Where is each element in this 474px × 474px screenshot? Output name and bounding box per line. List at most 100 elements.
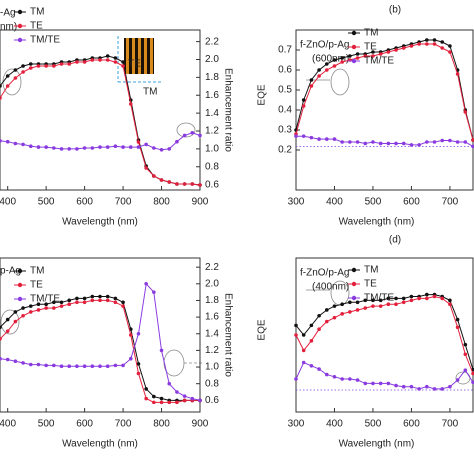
legend-marker (17, 282, 23, 288)
data-point (44, 145, 48, 149)
data-point (355, 140, 360, 144)
legend-marker (17, 37, 23, 43)
data-point (0, 84, 2, 88)
data-point (82, 146, 87, 150)
data-point (417, 296, 421, 301)
data-point (401, 300, 406, 305)
data-point (432, 38, 437, 42)
legend-marker (17, 9, 23, 15)
x-tick-label: 900 (192, 419, 209, 430)
data-point (13, 359, 18, 364)
data-point (301, 348, 306, 353)
data-point (21, 142, 25, 147)
data-point (113, 300, 118, 305)
y-tick-label: 0.6 (278, 65, 292, 76)
sample-note: -Ag (0, 8, 16, 19)
data-point (198, 183, 202, 187)
data-point (105, 298, 110, 303)
x-axis-label: Wavelength (nm) (62, 217, 138, 228)
data-point (28, 304, 33, 308)
legend-label: TM (30, 7, 44, 18)
y-axis-label: EQE (257, 319, 268, 340)
chart-panel: 300 400 500 600 700 Wavelength (nm) EQE (d) f-Zn… (257, 235, 474, 450)
data-point (394, 302, 398, 307)
y2-tick-label: 1.4 (205, 328, 219, 339)
data-point (324, 68, 329, 72)
data-point (324, 62, 329, 66)
data-point (348, 300, 352, 305)
data-point (105, 54, 110, 58)
data-point (152, 174, 156, 178)
data-point (67, 298, 72, 303)
x-tick-label: 500 (365, 419, 382, 430)
legend-label: TE (30, 21, 43, 32)
data-point (294, 377, 298, 381)
y2-tick-label: 1.4 (205, 108, 219, 119)
legend-label: TM/TE (30, 35, 60, 46)
data-point (324, 372, 329, 377)
x-tick-label: 500 (38, 197, 55, 208)
x-tick-label: 800 (153, 419, 170, 430)
data-point (363, 298, 368, 303)
annotation: TM (143, 87, 157, 98)
data-point (121, 64, 125, 68)
data-point (136, 140, 141, 144)
x-tick-label: 500 (365, 197, 382, 208)
data-point (159, 400, 164, 405)
data-point (67, 62, 72, 66)
y2-tick-label: 1.8 (205, 295, 219, 306)
legend-label: TM/TE (364, 56, 394, 67)
data-point (136, 145, 141, 149)
data-point (36, 145, 41, 149)
data-point (105, 145, 110, 149)
data-point (113, 56, 118, 60)
data-point (371, 50, 375, 54)
data-point (432, 387, 437, 391)
data-point (455, 317, 460, 322)
data-point (340, 302, 344, 307)
data-point (432, 42, 437, 46)
legend-label: TM (30, 266, 44, 277)
y-axis-label: EQE (257, 84, 268, 105)
data-point (128, 145, 133, 149)
data-point (417, 42, 421, 46)
data-point (409, 298, 414, 303)
annotation: TE (128, 59, 141, 70)
data-point (190, 130, 195, 135)
legend-label: TE (364, 279, 377, 290)
data-point (355, 378, 360, 382)
sample-note: p-Ag (0, 266, 21, 277)
data-point (440, 138, 445, 143)
data-point (309, 135, 314, 140)
data-point (98, 58, 102, 62)
data-point (394, 296, 398, 301)
legend-marker (351, 295, 357, 301)
data-point (425, 384, 429, 389)
data-point (332, 304, 337, 308)
data-point (363, 381, 368, 386)
y2-tick-label: 0.6 (205, 179, 219, 190)
data-point (0, 356, 2, 361)
data-point (59, 300, 64, 305)
y2-tick-label: 1.0 (205, 144, 219, 155)
data-point (309, 338, 314, 343)
y2-tick-label: 2.0 (205, 54, 219, 65)
y2-tick-label: 2.0 (205, 278, 219, 289)
data-point (167, 147, 172, 151)
sample-note: nm) (0, 22, 17, 33)
y-tick-label: 0.2 (278, 145, 292, 156)
data-point (386, 141, 391, 146)
data-point (355, 308, 360, 312)
data-point (317, 327, 321, 332)
data-point (36, 64, 41, 68)
data-point (21, 64, 25, 68)
y2-tick-label: 1.6 (205, 312, 219, 323)
data-point (440, 296, 445, 301)
data-point (36, 308, 41, 312)
data-point (448, 44, 452, 48)
data-point (0, 337, 2, 341)
data-point (378, 298, 383, 303)
data-point (52, 300, 56, 305)
data-point (159, 178, 164, 182)
data-point (409, 384, 414, 389)
